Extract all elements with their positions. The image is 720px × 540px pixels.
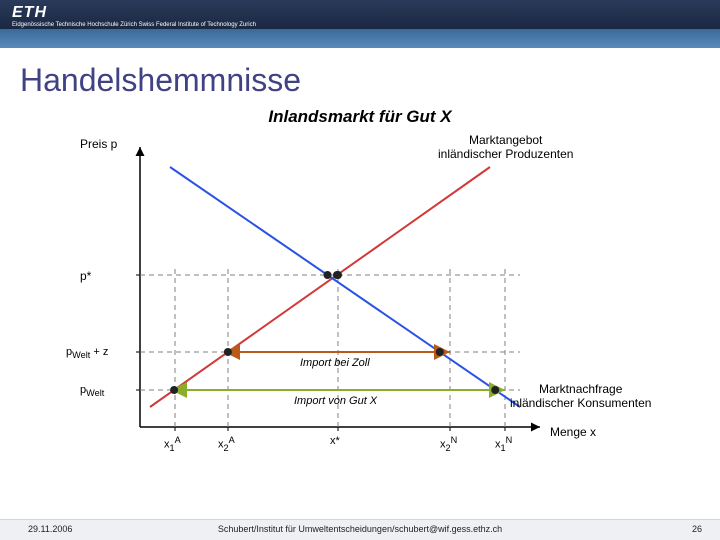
y-axis-label: Preis p bbox=[80, 137, 117, 151]
supply-label: Marktangebot inländischer Produzenten bbox=[438, 133, 573, 162]
slide-title: Handelshemmnisse bbox=[20, 62, 720, 99]
tick-xstar: x* bbox=[330, 435, 340, 448]
header-banner: ETH Eidgenössische Technische Hochschule… bbox=[0, 0, 720, 48]
chart-svg bbox=[60, 107, 660, 477]
eth-subtitle: Eidgenössische Technische Hochschule Zür… bbox=[12, 22, 256, 29]
tick-x2N: x2N bbox=[440, 435, 457, 454]
footer-date: 29.11.2006 bbox=[28, 524, 72, 534]
tick-pwz: pWelt + z bbox=[66, 346, 108, 361]
tick-x1N: x1N bbox=[495, 435, 512, 454]
footer: 29.11.2006 Schubert/Institut für Umwelte… bbox=[0, 519, 720, 540]
eth-logo: ETH bbox=[12, 4, 47, 22]
footer-page: 26 bbox=[692, 524, 702, 534]
footer-center: Schubert/Institut für Umweltentscheidung… bbox=[218, 524, 502, 534]
tick-x2A: x2A bbox=[218, 435, 235, 454]
x-axis-label: Menge x bbox=[550, 425, 596, 439]
import-zoll-label: Import bei Zoll bbox=[300, 357, 370, 370]
chart-container: Inlandsmarkt für Gut X Preis p Marktange… bbox=[60, 107, 660, 477]
demand-label: Marktnachfrage inländischer Konsumenten bbox=[510, 382, 651, 411]
tick-pstar: p* bbox=[80, 269, 91, 283]
tick-pw: pWelt bbox=[80, 384, 104, 399]
import-full-label: Import von Gut X bbox=[294, 395, 377, 408]
tick-x1A: x1A bbox=[164, 435, 181, 454]
